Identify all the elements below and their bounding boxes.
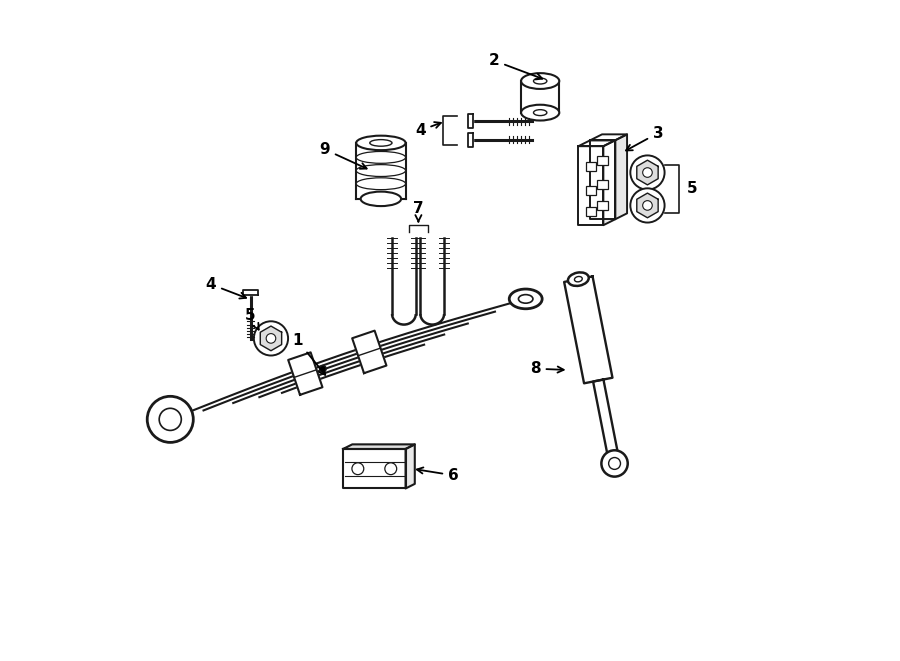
Text: 8: 8: [530, 361, 563, 376]
Circle shape: [148, 397, 194, 442]
Polygon shape: [468, 132, 473, 147]
Polygon shape: [468, 114, 473, 128]
Circle shape: [608, 457, 620, 469]
Ellipse shape: [356, 151, 406, 163]
FancyBboxPatch shape: [598, 157, 608, 165]
FancyBboxPatch shape: [586, 186, 596, 195]
Ellipse shape: [521, 104, 559, 120]
Polygon shape: [590, 140, 616, 219]
Polygon shape: [579, 146, 603, 225]
Circle shape: [385, 463, 397, 475]
Circle shape: [352, 463, 364, 475]
Text: 1: 1: [292, 333, 325, 375]
Ellipse shape: [509, 289, 542, 309]
FancyBboxPatch shape: [598, 180, 608, 189]
Polygon shape: [637, 193, 658, 217]
Text: 5: 5: [687, 182, 698, 196]
Ellipse shape: [356, 178, 406, 190]
Polygon shape: [352, 330, 386, 373]
Polygon shape: [564, 276, 613, 383]
Ellipse shape: [534, 110, 547, 116]
Circle shape: [254, 321, 288, 356]
Polygon shape: [590, 134, 627, 140]
Text: 5: 5: [245, 308, 258, 330]
Ellipse shape: [361, 192, 401, 206]
Polygon shape: [260, 326, 282, 351]
FancyBboxPatch shape: [586, 162, 596, 171]
Ellipse shape: [356, 136, 406, 150]
Circle shape: [643, 201, 652, 210]
Text: 7: 7: [413, 201, 424, 222]
Polygon shape: [603, 140, 616, 225]
Ellipse shape: [518, 295, 533, 303]
Text: 2: 2: [489, 53, 543, 79]
Circle shape: [266, 334, 275, 343]
Circle shape: [630, 188, 664, 223]
Text: 3: 3: [626, 126, 663, 151]
Ellipse shape: [521, 73, 559, 89]
Polygon shape: [406, 444, 415, 488]
Polygon shape: [616, 134, 627, 219]
Circle shape: [159, 408, 181, 430]
Polygon shape: [343, 449, 406, 488]
Ellipse shape: [534, 78, 547, 84]
Circle shape: [601, 450, 627, 477]
Ellipse shape: [370, 139, 392, 146]
Polygon shape: [593, 379, 620, 465]
Polygon shape: [288, 352, 322, 395]
Circle shape: [320, 366, 326, 372]
Polygon shape: [637, 160, 658, 185]
Ellipse shape: [568, 272, 589, 286]
Polygon shape: [243, 290, 257, 295]
FancyBboxPatch shape: [586, 208, 596, 216]
Circle shape: [643, 168, 652, 177]
Ellipse shape: [574, 276, 582, 282]
Text: 4: 4: [206, 277, 246, 299]
Text: 9: 9: [320, 142, 366, 169]
FancyBboxPatch shape: [598, 202, 608, 210]
Polygon shape: [343, 444, 415, 449]
Text: 6: 6: [417, 467, 459, 483]
Text: 4: 4: [415, 122, 441, 138]
Circle shape: [630, 155, 664, 190]
Polygon shape: [579, 140, 616, 146]
Ellipse shape: [356, 165, 406, 176]
